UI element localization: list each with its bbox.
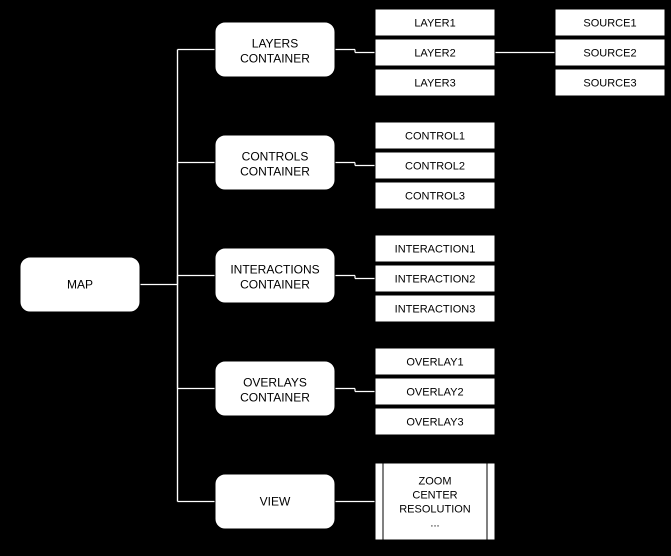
diagram-canvas: MAPLAYERSCONTAINERCONTROLSCONTAINERINTER… [0, 0, 671, 556]
overlays-item-label-3: OVERLAY3 [406, 417, 463, 429]
layers-item-label-3: LAYER3 [414, 78, 455, 90]
controls-item-label-2: CONTROL2 [405, 161, 465, 173]
overlays-label1: OVERLAYS [243, 376, 307, 390]
layers-item-label-2: LAYER2 [414, 48, 455, 60]
view-label: VIEW [260, 495, 291, 509]
view-detail-line-3: ... [430, 518, 439, 530]
controls-label2: CONTAINER [240, 165, 310, 179]
interactions-label2: CONTAINER [240, 278, 310, 292]
source-item-label-3: SOURCE3 [583, 78, 636, 90]
view-detail-line-0: ZOOM [419, 476, 452, 488]
view-detail-line-1: CENTER [412, 490, 457, 502]
source-item-label-2: SOURCE2 [583, 48, 636, 60]
overlays-item-label-1: OVERLAY1 [406, 357, 463, 369]
controls-item-label-3: CONTROL3 [405, 191, 465, 203]
map-label: MAP [67, 278, 93, 292]
view-detail-line-2: RESOLUTION [399, 504, 471, 516]
interactions-label1: INTERACTIONS [230, 263, 319, 277]
interactions-item-label-2: INTERACTION2 [395, 274, 476, 286]
source-item-label-1: SOURCE1 [583, 18, 636, 30]
interactions-item-label-3: INTERACTION3 [395, 304, 476, 316]
interactions-item-label-1: INTERACTION1 [395, 244, 476, 256]
controls-label1: CONTROLS [242, 150, 309, 164]
controls-item-label-1: CONTROL1 [405, 131, 465, 143]
overlays-label2: CONTAINER [240, 391, 310, 405]
layers-label1: LAYERS [252, 37, 298, 51]
overlays-item-label-2: OVERLAY2 [406, 387, 463, 399]
layers-label2: CONTAINER [240, 52, 310, 66]
layers-item-label-1: LAYER1 [414, 18, 455, 30]
